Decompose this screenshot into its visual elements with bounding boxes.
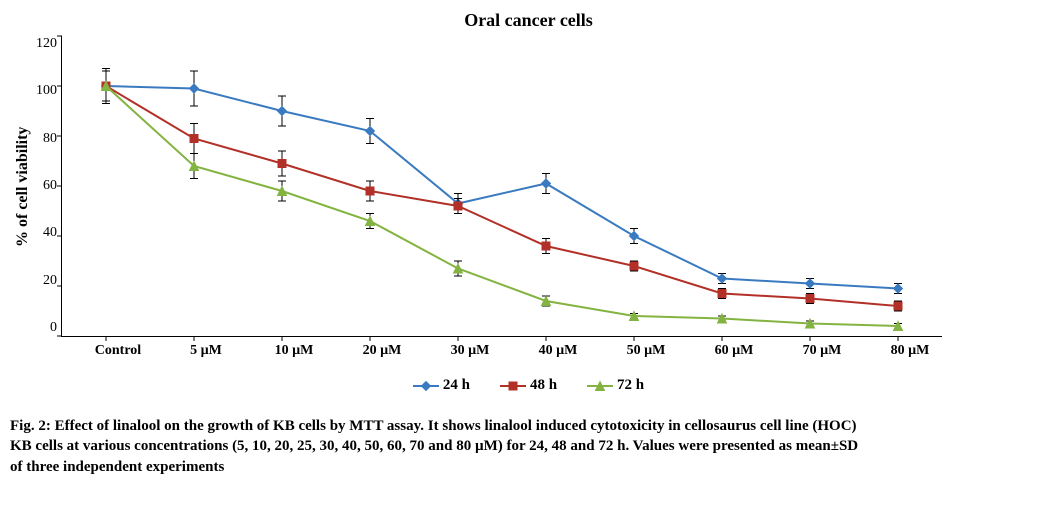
y-tick-label: 0 bbox=[50, 320, 57, 336]
legend: 24 h 48 h 72 h bbox=[10, 377, 1047, 394]
x-tick-label: 5 µM bbox=[162, 343, 250, 359]
caption-line: of three independent experiments bbox=[10, 457, 1047, 477]
x-tick-label: 40 µM bbox=[514, 343, 602, 359]
plot-area bbox=[61, 36, 942, 337]
y-tick-label: 40 bbox=[43, 225, 57, 241]
y-axis-label: % of cell viability bbox=[10, 36, 36, 337]
legend-swatch bbox=[413, 385, 439, 387]
legend-item: 72 h bbox=[587, 377, 644, 394]
caption-line: KB cells at various concentrations (5, 1… bbox=[10, 436, 1047, 456]
caption-line: Fig. 2: Effect of linalool on the growth… bbox=[10, 416, 1047, 436]
chart-container: Oral cancer cells % of cell viability 12… bbox=[10, 10, 1047, 477]
y-tick-label: 20 bbox=[43, 273, 57, 289]
legend-item: 48 h bbox=[500, 377, 557, 394]
legend-swatch bbox=[587, 385, 613, 387]
x-tick-label: 60 µM bbox=[690, 343, 778, 359]
x-tick-label: 70 µM bbox=[778, 343, 866, 359]
figure-caption: Fig. 2: Effect of linalool on the growth… bbox=[10, 416, 1047, 477]
x-tick-label: 30 µM bbox=[426, 343, 514, 359]
legend-swatch bbox=[500, 385, 526, 387]
y-tick-label: 120 bbox=[36, 36, 57, 52]
y-tick-label: 80 bbox=[43, 131, 57, 147]
x-tick-label: 10 µM bbox=[250, 343, 338, 359]
x-tick-label: 80 µM bbox=[866, 343, 954, 359]
y-tick-label: 100 bbox=[36, 83, 57, 99]
x-tick-label: 20 µM bbox=[338, 343, 426, 359]
legend-label: 24 h bbox=[443, 377, 470, 394]
x-ticks: Control5 µM10 µM20 µM30 µM40 µM50 µM60 µ… bbox=[74, 343, 954, 359]
x-tick-label: Control bbox=[74, 343, 162, 359]
chart-title: Oral cancer cells bbox=[10, 10, 1047, 31]
legend-label: 48 h bbox=[530, 377, 557, 394]
plot-row: % of cell viability 120 100 80 60 40 20 0 bbox=[10, 36, 1047, 337]
legend-label: 72 h bbox=[617, 377, 644, 394]
x-tick-label: 50 µM bbox=[602, 343, 690, 359]
legend-item: 24 h bbox=[413, 377, 470, 394]
plot-svg bbox=[62, 36, 942, 336]
y-tick-label: 60 bbox=[43, 178, 57, 194]
